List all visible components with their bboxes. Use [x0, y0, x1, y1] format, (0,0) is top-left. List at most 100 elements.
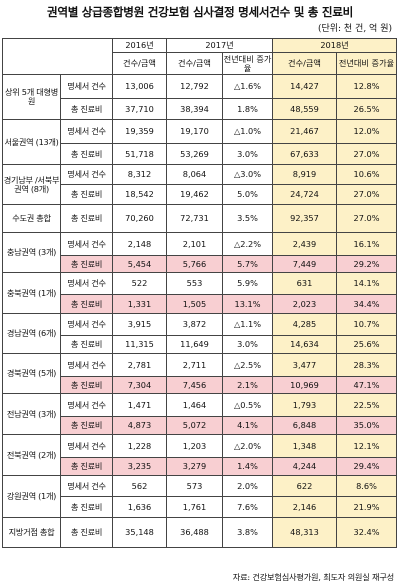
value-2018: 631	[272, 272, 337, 295]
growth-2017: 3.0%	[222, 335, 273, 354]
value-2016: 18,542	[112, 184, 167, 205]
value-2017: 7,456	[166, 376, 223, 394]
row-type: 총 진료비	[60, 416, 113, 435]
growth-2018: 35.0%	[336, 416, 397, 435]
header-2016: 2016년	[112, 38, 167, 53]
header-count-amount-2018: 건수/금액	[272, 52, 337, 75]
value-2016: 2,781	[112, 353, 167, 377]
growth-2018: 12.0%	[336, 119, 397, 144]
region-label: 충남권역 (3개)	[2, 232, 61, 273]
row-type: 명세서 건수	[60, 353, 113, 377]
value-2016: 7,304	[112, 376, 167, 394]
growth-2018: 12.1%	[336, 434, 397, 458]
row-type: 총 진료비	[60, 255, 113, 273]
growth-2017: 3.0%	[222, 143, 273, 165]
growth-2017: 4.1%	[222, 416, 273, 435]
value-2016: 2,148	[112, 232, 167, 256]
growth-2017: 5.9%	[222, 272, 273, 295]
value-2018: 48,559	[272, 98, 337, 120]
region-label: 수도권 총합	[2, 204, 61, 233]
value-2018: 2,146	[272, 496, 337, 518]
growth-2017: △0.5%	[222, 393, 273, 417]
growth-2017: 3.5%	[222, 204, 273, 233]
growth-2018: 14.1%	[336, 272, 397, 295]
table-title: 권역별 상급종합병원 건강보험 심사결정 명세서건수 및 총 진료비	[46, 5, 354, 19]
growth-2017: 1.8%	[222, 98, 273, 120]
value-2017: 3,872	[166, 313, 223, 336]
value-2016: 35,148	[112, 517, 167, 548]
region-label: 전남권역 (3개)	[2, 393, 61, 435]
region-label: 전북권역 (2개)	[2, 434, 61, 476]
value-2017: 3,279	[166, 457, 223, 476]
value-2018: 1,793	[272, 393, 337, 417]
growth-2017: 2.0%	[222, 475, 273, 497]
growth-2017: 3.8%	[222, 517, 273, 548]
row-type: 명세서 건수	[60, 164, 113, 185]
growth-2017: △2.5%	[222, 353, 273, 377]
value-2018: 2,023	[272, 294, 337, 314]
value-2016: 1,471	[112, 393, 167, 417]
row-type: 총 진료비	[60, 98, 113, 120]
value-2017: 11,649	[166, 335, 223, 354]
region-label: 충북권역 (1개)	[2, 272, 61, 314]
growth-2017: 5.0%	[222, 184, 273, 205]
value-2018: 14,634	[272, 335, 337, 354]
value-2017: 1,761	[166, 496, 223, 518]
growth-2017: 2.1%	[222, 376, 273, 394]
value-2016: 4,873	[112, 416, 167, 435]
unit-note: (단위: 천 건, 억 원)	[317, 24, 392, 34]
growth-2017: △3.0%	[222, 164, 273, 185]
row-type: 총 진료비	[60, 376, 113, 394]
value-2018: 7,449	[272, 255, 337, 273]
header-growth-2017: 전년대비 증가율	[222, 52, 273, 75]
value-2017: 1,203	[166, 434, 223, 458]
value-2018: 3,477	[272, 353, 337, 377]
value-2016: 37,710	[112, 98, 167, 120]
value-2018: 6,848	[272, 416, 337, 435]
value-2018: 4,285	[272, 313, 337, 336]
row-type: 명세서 건수	[60, 434, 113, 458]
row-type: 총 진료비	[60, 204, 113, 233]
value-2016: 5,454	[112, 255, 167, 273]
growth-2017: △2.2%	[222, 232, 273, 256]
row-type: 명세서 건수	[60, 119, 113, 144]
growth-2018: 25.6%	[336, 335, 397, 354]
value-2018: 14,427	[272, 74, 337, 99]
growth-2018: 10.7%	[336, 313, 397, 336]
region-label: 경기남부 /서북부 권역 (8개)	[2, 164, 61, 205]
value-2017: 5,766	[166, 255, 223, 273]
header-2018: 2018년	[272, 38, 397, 53]
growth-2017: 13.1%	[222, 294, 273, 314]
growth-2018: 27.0%	[336, 184, 397, 205]
value-2017: 19,462	[166, 184, 223, 205]
header-count-amount-2016: 건수/금액	[112, 52, 167, 75]
row-type: 명세서 건수	[60, 74, 113, 99]
growth-2017: △1.0%	[222, 119, 273, 144]
row-type: 총 진료비	[60, 184, 113, 205]
value-2017: 36,488	[166, 517, 223, 548]
value-2017: 1,464	[166, 393, 223, 417]
value-2017: 5,072	[166, 416, 223, 435]
growth-2017: △1.1%	[222, 313, 273, 336]
row-type: 총 진료비	[60, 335, 113, 354]
growth-2018: 16.1%	[336, 232, 397, 256]
value-2016: 3,235	[112, 457, 167, 476]
value-2017: 8,064	[166, 164, 223, 185]
value-2016: 3,915	[112, 313, 167, 336]
value-2016: 1,331	[112, 294, 167, 314]
value-2016: 522	[112, 272, 167, 295]
value-2018: 4,244	[272, 457, 337, 476]
growth-2018: 28.3%	[336, 353, 397, 377]
data-table: 2016년 2017년 2018년 건수/금액 건수/금액 전년대비 증가율 건…	[2, 38, 397, 548]
value-2017: 573	[166, 475, 223, 497]
growth-2018: 32.4%	[336, 517, 397, 548]
row-type: 총 진료비	[60, 457, 113, 476]
growth-2018: 8.6%	[336, 475, 397, 497]
growth-2017: △1.6%	[222, 74, 273, 99]
growth-2018: 26.5%	[336, 98, 397, 120]
region-label: 서울권역 (13개)	[2, 119, 61, 165]
growth-2017: 1.4%	[222, 457, 273, 476]
header-2017: 2017년	[166, 38, 273, 53]
value-2016: 11,315	[112, 335, 167, 354]
value-2017: 553	[166, 272, 223, 295]
